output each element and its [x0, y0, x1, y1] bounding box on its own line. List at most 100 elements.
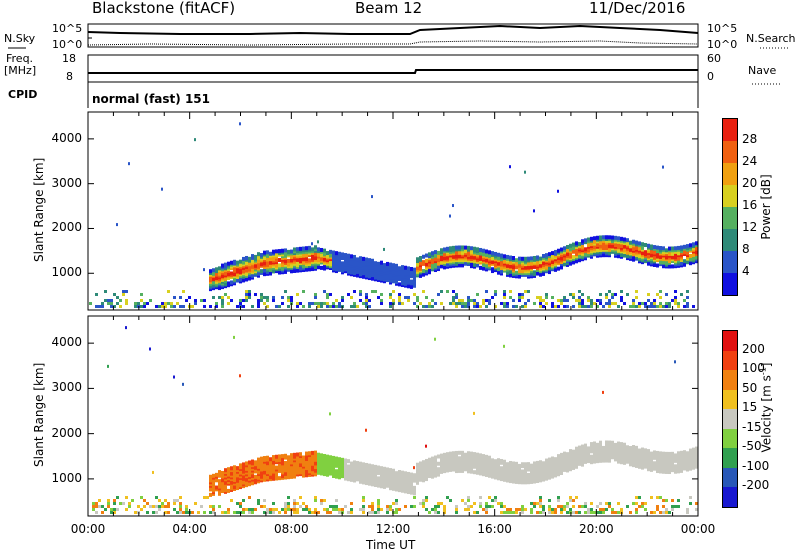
heatmap-cell [212, 508, 215, 511]
heatmap-cell [515, 461, 518, 466]
heatmap-cell [605, 444, 608, 449]
heatmap-cell [362, 499, 365, 502]
heatmap-cell [266, 299, 269, 302]
heatmap-cell [500, 505, 503, 508]
heatmap-cell [440, 248, 443, 253]
heatmap-cell [584, 502, 587, 505]
heatmap-cell [329, 260, 332, 265]
heatmap-cell [410, 267, 413, 272]
heatmap-cell [662, 460, 665, 465]
heatmap-cell [650, 451, 653, 456]
heatmap-cell [161, 187, 163, 191]
heatmap-cell [203, 268, 205, 272]
heatmap-cell [641, 242, 644, 247]
heatmap-cell [272, 502, 275, 505]
heatmap-cell [329, 460, 332, 465]
heatmap-cell [365, 270, 368, 275]
heatmap-cell [695, 241, 698, 246]
heatmap-cell [320, 302, 323, 305]
heatmap-cell [269, 251, 272, 256]
heatmap-cell [329, 412, 331, 416]
heatmap-cell [560, 505, 563, 508]
heatmap-cell [158, 508, 161, 511]
heatmap-cell [308, 258, 311, 263]
heatmap-cell [581, 293, 584, 296]
y-tick-label: 2000 [51, 220, 82, 235]
heatmap-cell [668, 511, 671, 514]
heatmap-cell [581, 244, 584, 249]
heatmap-cell [356, 461, 359, 466]
heatmap-cell [437, 502, 440, 505]
heatmap-cell [650, 302, 653, 305]
heatmap-cell [308, 511, 311, 514]
heatmap-cell [230, 499, 233, 502]
heatmap-cell [641, 302, 644, 305]
heatmap-cell [518, 267, 521, 272]
heatmap-cell [293, 508, 296, 511]
heatmap-cell [398, 508, 401, 511]
heatmap-cell [284, 461, 287, 466]
heatmap-cell [629, 446, 632, 451]
heatmap-cell [572, 499, 575, 502]
heatmap-cell [518, 296, 521, 299]
heatmap-cell [545, 458, 548, 463]
heatmap-cell [455, 508, 458, 511]
heatmap-cell [479, 305, 482, 308]
heatmap-cell [239, 122, 241, 126]
heatmap-cell [278, 305, 281, 308]
heatmap-cell [488, 302, 491, 305]
heatmap-cell [455, 305, 458, 308]
heatmap-cell [338, 511, 341, 514]
heatmap-cell [500, 269, 503, 274]
heatmap-cell [392, 468, 395, 473]
heatmap-cell [254, 293, 257, 296]
heatmap-cell [491, 505, 494, 508]
heatmap-cell [452, 451, 455, 456]
heatmap-cell [521, 505, 524, 508]
heatmap-cell [98, 499, 101, 502]
heatmap-cell [299, 257, 302, 262]
heatmap-cell [254, 263, 257, 268]
heatmap-cell [653, 450, 656, 455]
heatmap-cell [455, 293, 458, 296]
heatmap-cell [680, 293, 683, 296]
heatmap-cell [215, 267, 218, 272]
heatmap-cell [572, 260, 575, 265]
heatmap-cell [488, 455, 491, 460]
heatmap-cell [326, 511, 329, 514]
heatmap-cell [653, 255, 656, 260]
heatmap-cell [413, 267, 416, 272]
heatmap-cell [344, 505, 347, 508]
heatmap-cell [233, 266, 236, 271]
heatmap-cell [296, 452, 299, 457]
heatmap-cell [227, 488, 230, 493]
heatmap-cell [428, 470, 431, 475]
heatmap-cell [653, 245, 656, 250]
heatmap-cell [410, 472, 413, 477]
heatmap-cell [488, 470, 491, 475]
heatmap-cell [329, 253, 332, 258]
heatmap-cell [524, 256, 527, 261]
heatmap-cell [320, 256, 323, 261]
heatmap-cell [560, 265, 563, 270]
heatmap-cell [635, 451, 638, 456]
heatmap-cell [674, 290, 677, 293]
heatmap-cell [263, 465, 266, 470]
heatmap-cell [359, 293, 362, 296]
heatmap-cell [599, 502, 602, 505]
heatmap-cell [155, 496, 158, 499]
heatmap-cell [350, 254, 353, 259]
heatmap-cell [500, 473, 503, 478]
heatmap-cell [368, 258, 371, 263]
heatmap-cell [560, 452, 563, 457]
heatmap-cell [467, 296, 470, 299]
heatmap-cell [635, 305, 638, 308]
heatmap-cell [623, 449, 626, 454]
heatmap-cell [182, 511, 185, 514]
heatmap-cell [593, 441, 596, 446]
aux-panels [8, 23, 790, 108]
heatmap-cell [563, 508, 566, 511]
heatmap-cell [263, 250, 266, 255]
heatmap-cell [530, 256, 533, 261]
heatmap-cell [524, 473, 527, 478]
